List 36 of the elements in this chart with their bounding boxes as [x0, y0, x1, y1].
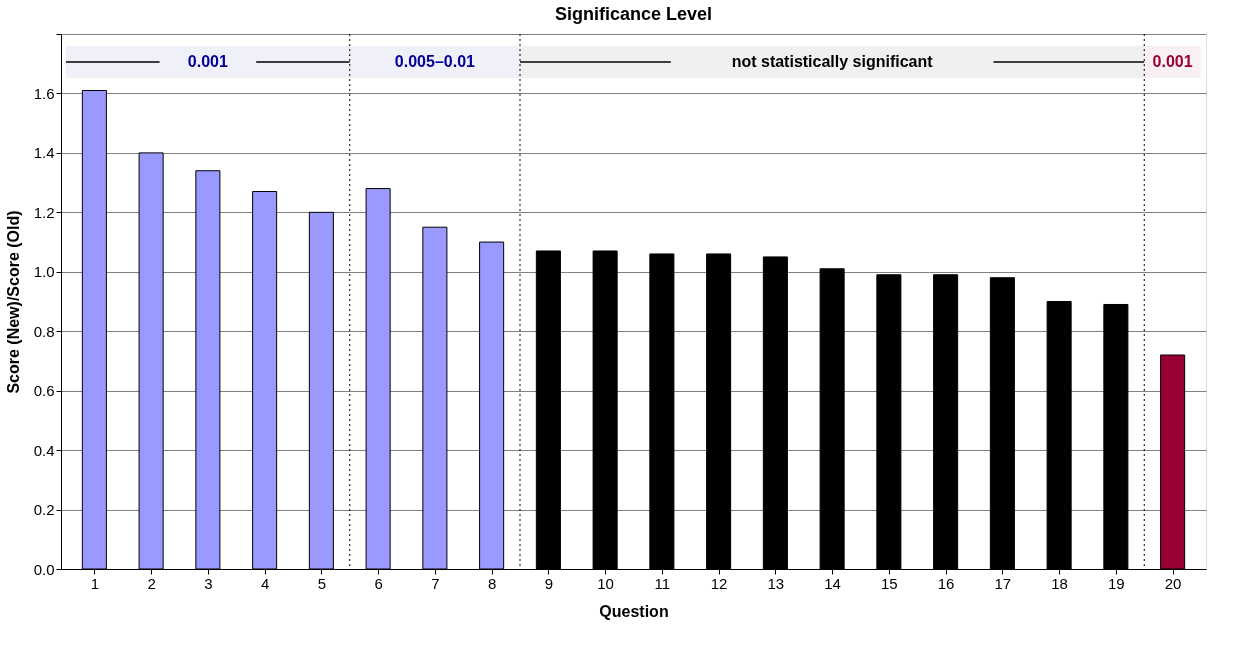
x-tick-label: 6	[374, 574, 383, 592]
x-tick-label: 10	[597, 574, 614, 592]
x-tick-label: 9	[544, 574, 554, 592]
y-tick-label: 1.6	[33, 84, 55, 102]
y-axis-title: Score (New)/Score (Old)	[4, 210, 22, 394]
x-tick-label: 16	[937, 574, 955, 592]
x-tick-label: 15	[881, 574, 898, 592]
x-tick-label: 13	[767, 574, 785, 592]
band-label: 0.001	[187, 53, 228, 70]
x-tick-label: 4	[260, 574, 270, 592]
x-tick-label: 17	[994, 574, 1012, 592]
y-tick-label: 1.0	[33, 263, 55, 281]
x-tick-label: 1	[90, 574, 100, 592]
y-tick-label: 1.4	[33, 144, 55, 162]
x-tick-label: 14	[824, 574, 841, 592]
band-label: 0.005–0.01	[394, 53, 476, 70]
chart-title: Significance Level	[554, 3, 713, 24]
y-tick-label: 0.0	[33, 560, 55, 578]
x-tick-label: 5	[317, 574, 327, 592]
x-tick-label: 8	[487, 574, 497, 592]
x-tick-label: 2	[147, 574, 156, 592]
x-tick-label: 12	[710, 574, 728, 592]
x-tick-label: 3	[204, 574, 213, 592]
band-label: not statistically significant	[731, 53, 934, 70]
x-tick-label: 20	[1164, 574, 1182, 592]
x-tick-label: 11	[654, 574, 671, 592]
y-tick-label: 0.6	[33, 382, 55, 400]
band-label: 0.001	[1152, 53, 1193, 70]
x-tick-label: 18	[1051, 574, 1068, 592]
x-axis-title: Question	[599, 602, 669, 620]
y-tick-label: 0.4	[33, 441, 55, 459]
x-tick-label: 7	[431, 574, 440, 592]
y-tick-label: 0.2	[33, 501, 55, 519]
y-tick-label: 0.8	[33, 322, 55, 340]
y-tick-label: 1.2	[33, 203, 55, 221]
x-tick-label: 19	[1108, 574, 1125, 592]
